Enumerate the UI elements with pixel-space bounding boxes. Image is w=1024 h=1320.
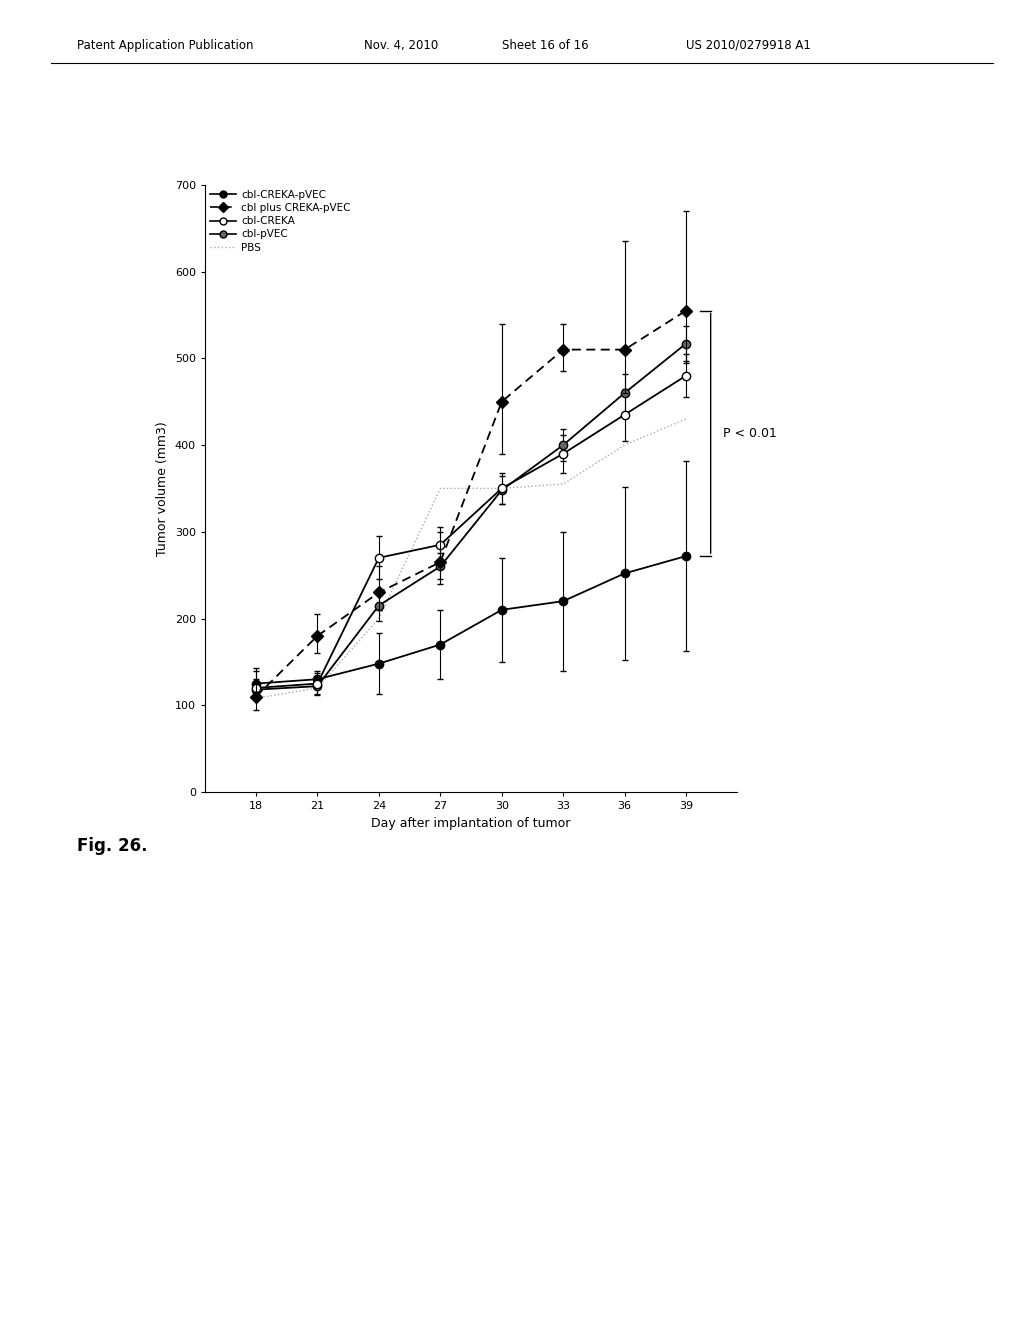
Y-axis label: Tumor volume (mm3): Tumor volume (mm3): [156, 421, 169, 556]
Text: Fig. 26.: Fig. 26.: [77, 837, 147, 855]
Text: Patent Application Publication: Patent Application Publication: [77, 38, 253, 51]
Text: Nov. 4, 2010: Nov. 4, 2010: [364, 38, 438, 51]
X-axis label: Day after implantation of tumor: Day after implantation of tumor: [372, 817, 570, 829]
Text: P < 0.01: P < 0.01: [723, 426, 777, 440]
Legend: cbl-CREKA-pVEC, cbl plus CREKA-pVEC, cbl-CREKA, cbl-pVEC, PBS: cbl-CREKA-pVEC, cbl plus CREKA-pVEC, cbl…: [210, 190, 351, 252]
Text: Sheet 16 of 16: Sheet 16 of 16: [502, 38, 589, 51]
Text: US 2010/0279918 A1: US 2010/0279918 A1: [686, 38, 811, 51]
